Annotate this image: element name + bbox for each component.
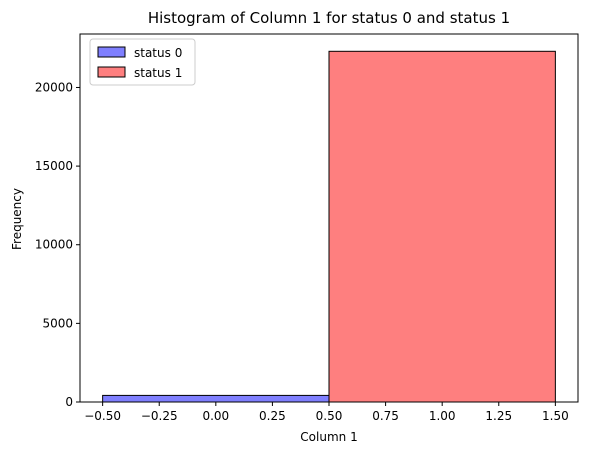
legend-label-status-1: status 1 (134, 66, 182, 80)
chart-title: Histogram of Column 1 for status 0 and s… (148, 9, 510, 27)
legend-swatch-status-0 (97, 46, 126, 58)
x-tick-label: 1.50 (542, 409, 569, 423)
x-tick-label: 0.50 (316, 409, 343, 423)
legend-label-status-0: status 0 (134, 46, 182, 60)
ticks-layer: −0.50 −0.25 0.00 0.25 0.50 0.75 1.00 1.25 1.50 0 5… (35, 80, 569, 423)
bar-status-1-0 (328, 50, 556, 403)
legend: status 0 status 1 (89, 38, 196, 86)
x-tick-label: 1.00 (429, 409, 456, 423)
x-tick-label: −0.25 (141, 409, 178, 423)
x-axis-label: Column 1 (300, 430, 357, 444)
x-tick-label: 1.25 (485, 409, 512, 423)
bar-status-0-0 (102, 394, 330, 403)
x-tick-label: 0.75 (372, 409, 399, 423)
y-tick-label: 10000 (35, 238, 73, 252)
x-tick-label: 0.25 (259, 409, 286, 423)
y-tick-label: 20000 (35, 80, 73, 94)
x-tick-label: −0.50 (84, 409, 121, 423)
y-tick-label: 5000 (42, 316, 73, 330)
x-tick-label: 0.00 (202, 409, 229, 423)
y-tick-label: 0 (65, 395, 73, 409)
legend-swatch-status-1 (97, 66, 126, 78)
y-axis-label: Frequency (10, 188, 24, 250)
y-tick-label: 15000 (35, 159, 73, 173)
bars-layer (102, 50, 556, 403)
